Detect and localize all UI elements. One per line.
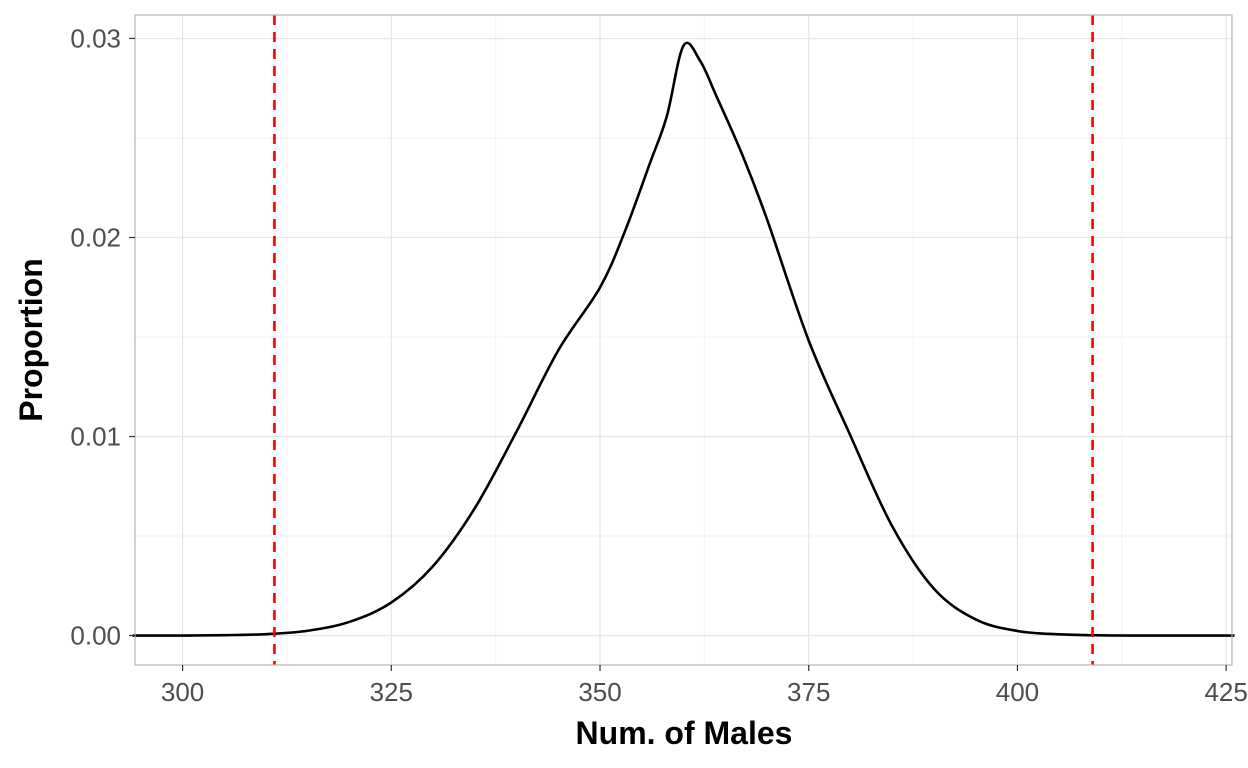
y-tick-label: 0.01 — [70, 422, 121, 452]
x-axis-tick-labels: 300 325 350 375 400 425 — [161, 677, 1248, 707]
y-axis-title: Proportion — [13, 258, 49, 422]
panel-border — [134, 14, 1233, 666]
x-tick-label: 300 — [161, 677, 204, 707]
x-tick-label: 375 — [787, 677, 830, 707]
x-tick-label: 325 — [370, 677, 413, 707]
x-tick-label: 350 — [578, 677, 621, 707]
x-axis-ticks — [181, 665, 1227, 671]
y-tick-label: 0.02 — [70, 223, 121, 253]
x-axis-title: Num. of Males — [576, 715, 793, 751]
minor-gridlines — [135, 15, 1232, 665]
y-axis-tick-labels: 0.00 0.01 0.02 0.03 — [70, 23, 121, 650]
y-tick-label: 0.03 — [70, 23, 121, 53]
reference-lines — [273, 15, 1094, 665]
y-axis-ticks — [129, 37, 135, 637]
x-tick-label: 400 — [996, 677, 1039, 707]
major-gridlines — [135, 15, 1232, 665]
x-tick-label: 425 — [1204, 677, 1247, 707]
density-curve-line — [132, 41, 1235, 637]
y-tick-label: 0.00 — [70, 621, 121, 651]
